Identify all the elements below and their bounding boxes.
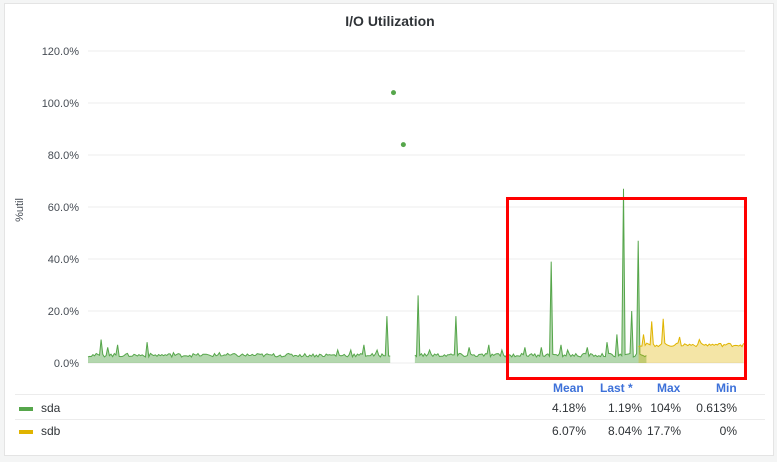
legend-name-sda[interactable]: sda — [41, 401, 61, 415]
legend-divider — [15, 419, 765, 420]
y-tick-label: 100.0% — [42, 98, 80, 110]
io-utilization-panel: I/O Utilization %util 0.0% 20.0% 40.0% 60.0… — [4, 3, 774, 456]
y-tick-label: 20.0% — [48, 306, 79, 318]
y-tick-label: 120.0% — [42, 46, 80, 58]
y-tick-label: 60.0% — [48, 202, 79, 214]
legend-mean-sdb: 6.07% — [551, 424, 586, 438]
legend-divider — [15, 394, 765, 395]
highlight-annotation-box — [506, 197, 747, 380]
series-sda-area — [414, 188, 647, 363]
legend-min-sda: 0.613% — [696, 401, 737, 415]
series-sda-area — [88, 316, 391, 363]
legend-row-sda[interactable]: sda 4.18% 1.19% 104% 0.613% — [5, 397, 775, 419]
legend-max-sda: 104% — [650, 401, 681, 415]
io-chart: 0.0% 20.0% 40.0% 60.0% 80.0% 100.0% 120.0% — [42, 46, 745, 370]
series-sdb-line — [638, 318, 745, 348]
legend-swatch-sda — [19, 407, 33, 411]
series-areas — [87, 188, 745, 363]
legend-name-sdb[interactable]: sdb — [41, 424, 61, 438]
legend-header-min[interactable]: Min — [716, 381, 737, 395]
series-sda-line — [87, 316, 391, 359]
legend-header-max[interactable]: Max — [657, 381, 681, 395]
y-tick-label: 40.0% — [48, 254, 79, 266]
panel-title: I/O Utilization — [345, 13, 435, 29]
legend-min-sdb: 0% — [719, 424, 737, 438]
y-tick-label: 0.0% — [54, 358, 79, 370]
series-points — [391, 90, 406, 148]
legend-swatch-sdb — [19, 430, 33, 434]
y-tick-labels: 0.0% 20.0% 40.0% 60.0% 80.0% 100.0% 120.0% — [42, 46, 80, 370]
series-sdb-area — [638, 318, 744, 363]
legend-last-sda: 1.19% — [607, 401, 642, 415]
y-tick-label: 80.0% — [48, 150, 79, 162]
series-sda-point — [400, 142, 406, 148]
legend-header-last[interactable]: Last * — [600, 381, 633, 395]
series-sda-line — [414, 188, 647, 358]
legend-mean-sda: 4.18% — [551, 401, 586, 415]
grid-lines — [88, 50, 745, 364]
legend-last-sdb: 8.04% — [607, 424, 642, 438]
legend-row-sdb[interactable]: sdb 6.07% 8.04% 17.7% 0% — [5, 420, 775, 442]
series-sda-point — [391, 90, 397, 96]
legend-header-mean[interactable]: Mean — [553, 381, 584, 395]
legend-max-sdb: 17.7% — [646, 424, 681, 438]
